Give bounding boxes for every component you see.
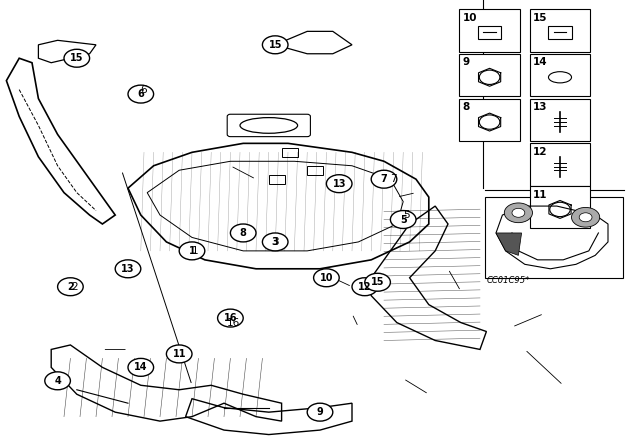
Circle shape [262, 233, 288, 251]
Bar [530, 54, 590, 96]
Text: 12: 12 [358, 282, 372, 292]
Circle shape [504, 203, 532, 223]
Text: 10: 10 [463, 13, 477, 22]
Text: CC01C95*: CC01C95* [486, 276, 530, 284]
Bar [530, 9, 590, 52]
Circle shape [58, 278, 83, 296]
Text: 15: 15 [268, 40, 282, 50]
Text: 2: 2 [72, 282, 78, 292]
Circle shape [512, 208, 525, 217]
Text: 3: 3 [272, 237, 278, 247]
Text: 4: 4 [54, 376, 61, 386]
Bar [460, 9, 520, 52]
Text: 8: 8 [463, 102, 470, 112]
Text: 16: 16 [227, 318, 240, 327]
Text: 15: 15 [532, 13, 547, 22]
Text: 8: 8 [240, 228, 246, 238]
Circle shape [371, 170, 397, 188]
Text: 13: 13 [532, 102, 547, 112]
Text: 6: 6 [138, 89, 144, 99]
Bar [530, 143, 590, 186]
Bar [530, 99, 590, 141]
Text: 9: 9 [463, 57, 470, 67]
Text: 15: 15 [371, 277, 385, 287]
Circle shape [390, 211, 416, 228]
Text: 1: 1 [189, 246, 195, 256]
Bar [307, 166, 323, 175]
Text: 7: 7 [390, 174, 397, 184]
Text: 9: 9 [317, 407, 323, 417]
Bar [269, 175, 285, 184]
Circle shape [128, 358, 154, 376]
Circle shape [45, 372, 70, 390]
Text: 11: 11 [172, 349, 186, 359]
Bar [460, 99, 520, 141]
Text: 7: 7 [381, 174, 387, 184]
Circle shape [115, 260, 141, 278]
Text: 3: 3 [272, 237, 278, 247]
Circle shape [218, 309, 243, 327]
Text: 10: 10 [319, 273, 333, 283]
Bar [478, 26, 501, 39]
Text: 14: 14 [134, 362, 148, 372]
Text: 2: 2 [67, 282, 74, 292]
Text: 1: 1 [192, 246, 198, 256]
Text: 6: 6 [141, 85, 147, 95]
Text: 12: 12 [532, 147, 547, 157]
Circle shape [365, 273, 390, 291]
Bar [282, 148, 298, 157]
Circle shape [128, 85, 154, 103]
Circle shape [166, 345, 192, 363]
Text: 13: 13 [332, 179, 346, 189]
Text: 11: 11 [532, 190, 547, 199]
Text: 14: 14 [532, 57, 547, 67]
Bar [548, 26, 572, 39]
Circle shape [314, 269, 339, 287]
Circle shape [64, 49, 90, 67]
Circle shape [572, 207, 600, 227]
Circle shape [262, 36, 288, 54]
Circle shape [230, 224, 256, 242]
Polygon shape [496, 233, 522, 255]
Bar [460, 54, 520, 96]
Circle shape [352, 278, 378, 296]
Circle shape [179, 242, 205, 260]
Bar [530, 186, 590, 228]
Circle shape [579, 213, 592, 222]
Text: 5: 5 [400, 215, 406, 224]
Circle shape [326, 175, 352, 193]
Text: 16: 16 [223, 313, 237, 323]
Circle shape [307, 403, 333, 421]
Text: 5: 5 [403, 210, 410, 220]
Text: 13: 13 [121, 264, 135, 274]
Text: 15: 15 [70, 53, 84, 63]
Bar [485, 197, 623, 278]
